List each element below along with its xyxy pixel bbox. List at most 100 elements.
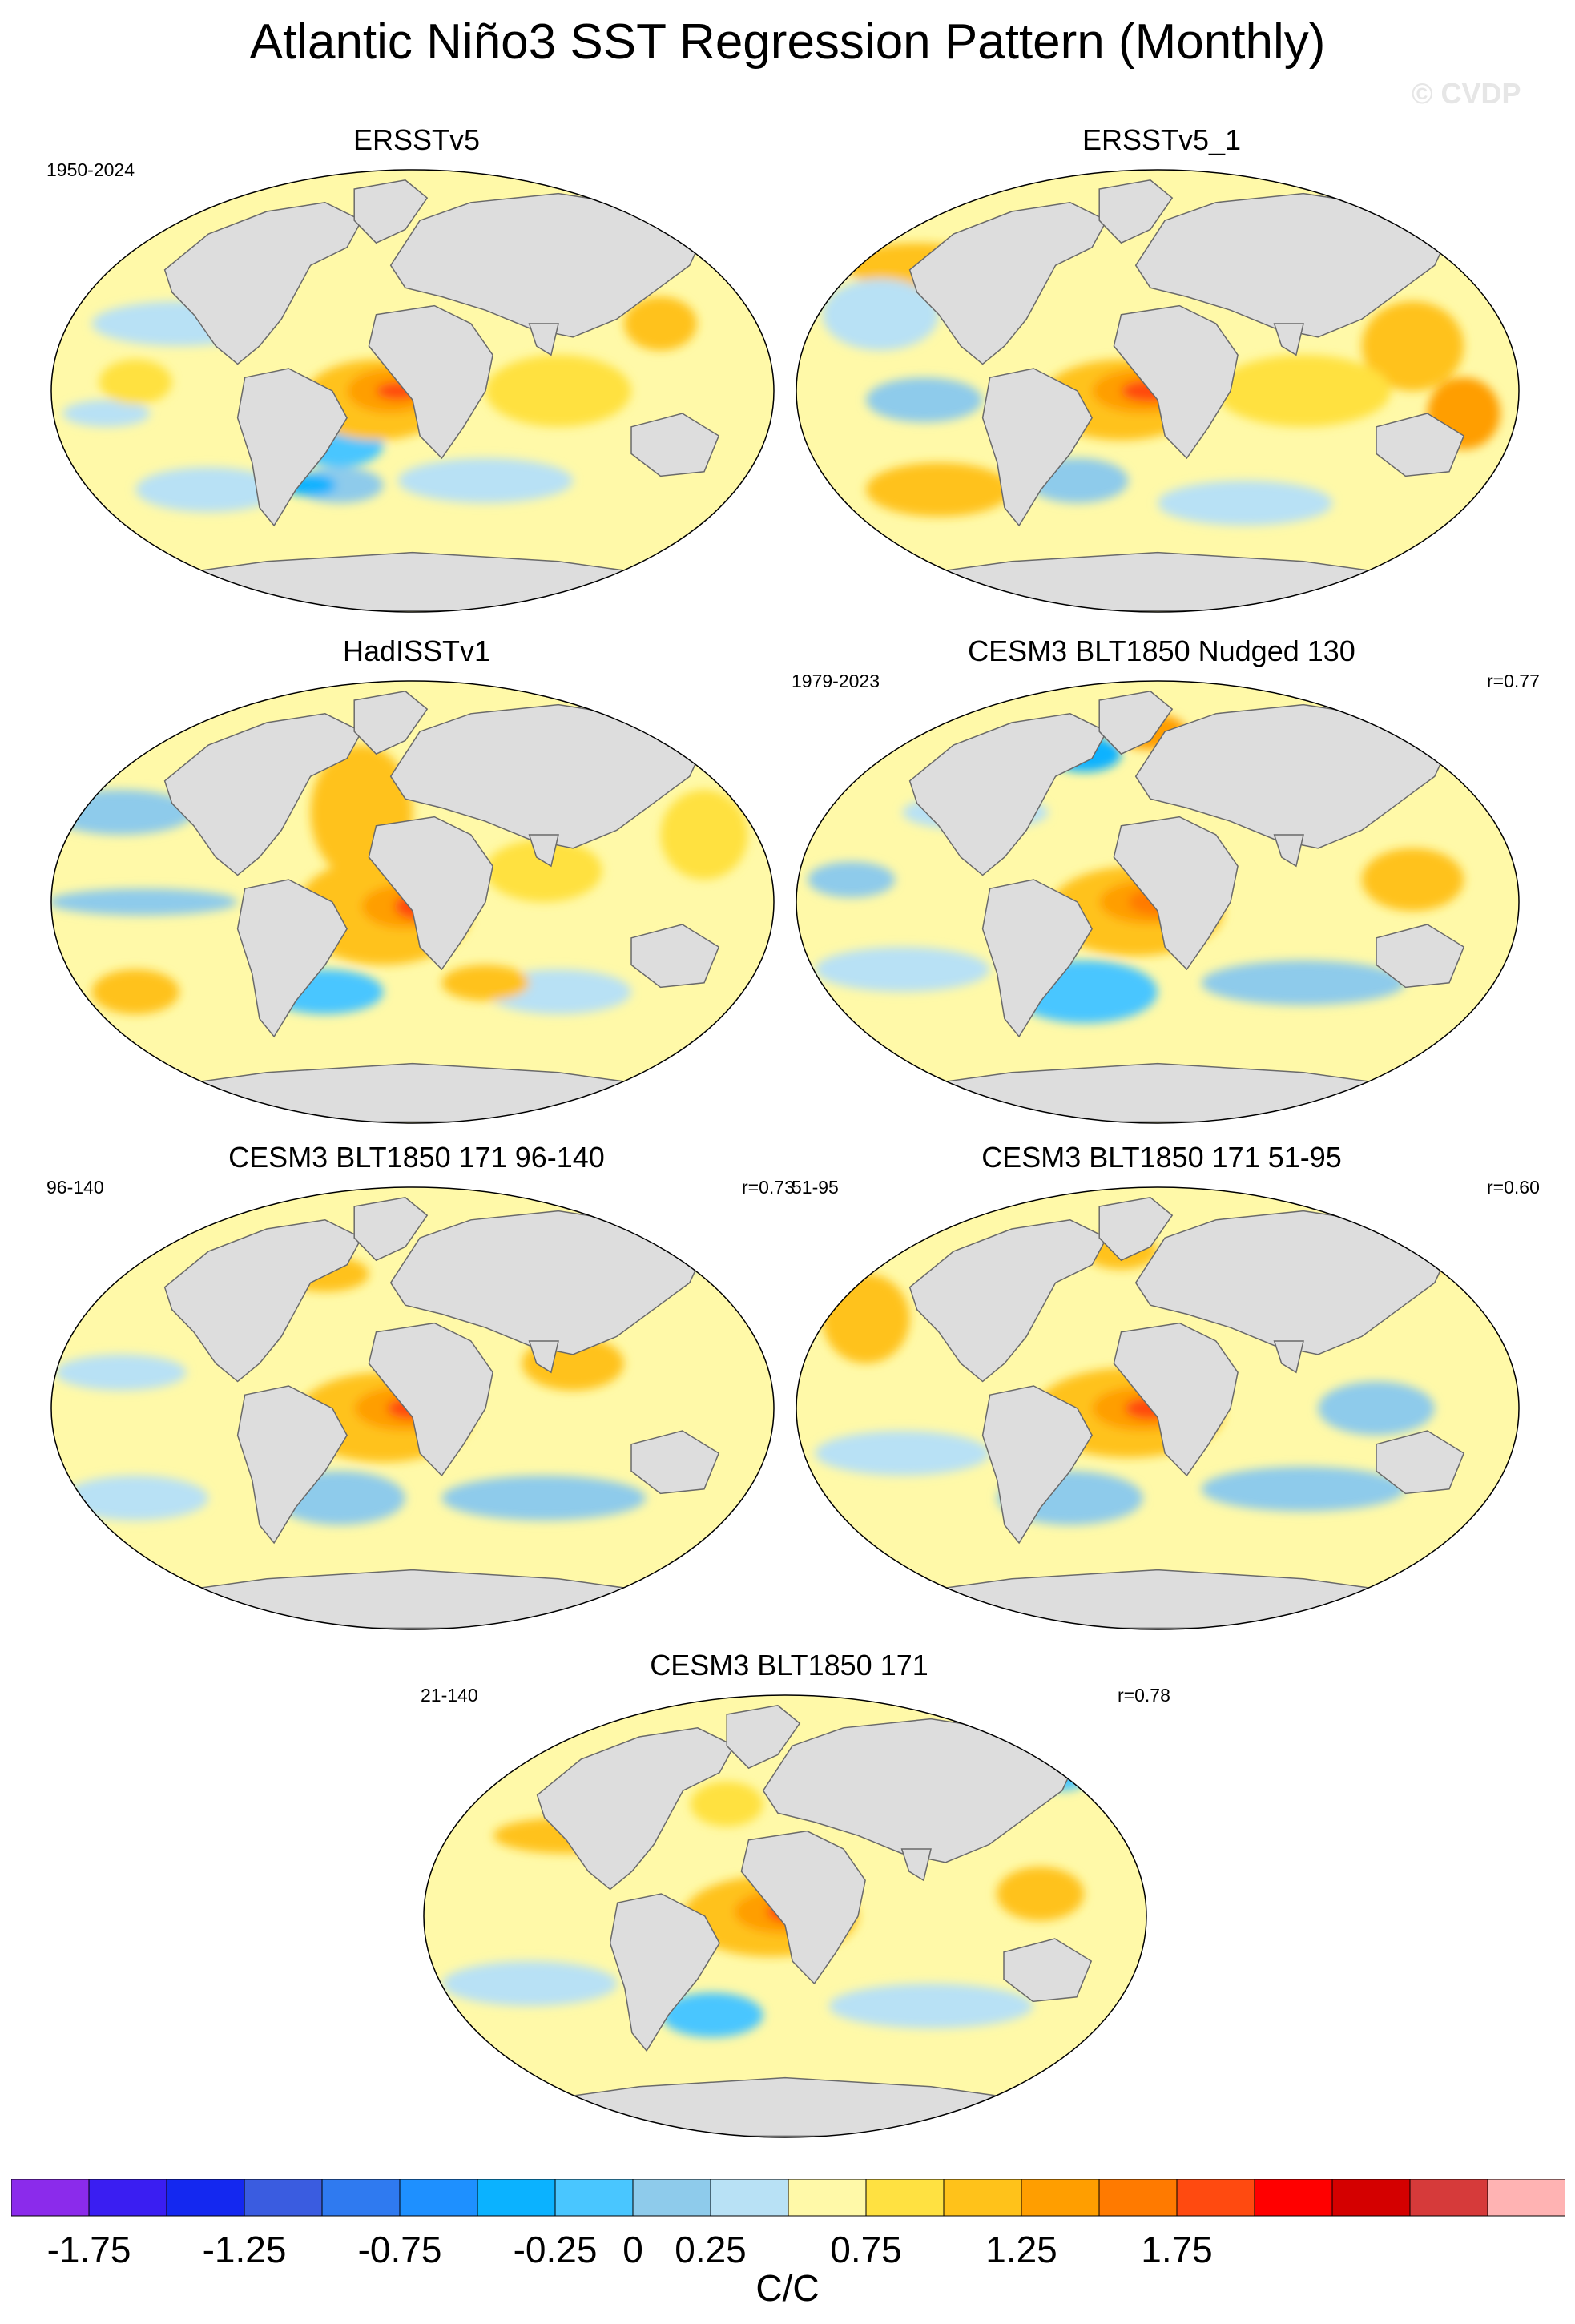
colorbar-swatch [1487, 2179, 1565, 2217]
watermark: © CVDP [1412, 77, 1521, 110]
land-eurasia [389, 1210, 705, 1355]
land-eurasia [1134, 192, 1450, 338]
anomaly-region [135, 467, 282, 513]
sst-regression-map [796, 680, 1520, 1124]
map-border [423, 1694, 1147, 2138]
land-india [900, 1848, 932, 1882]
land-greenland [353, 691, 429, 755]
map-panel-7: CESM3 BLT1850 171 21-140 r=0.78 [421, 1644, 1170, 2138]
colorbar-swatch [321, 2179, 401, 2217]
panel-correlation: r=0.77 [1487, 671, 1540, 691]
land-northAmerica [163, 202, 363, 365]
map-panel-2: ERSSTv5_1 [793, 119, 1530, 613]
anomaly-region [822, 279, 939, 351]
land-southAmerica [236, 879, 348, 1038]
land-eurasia [389, 703, 705, 849]
anomaly-region [62, 400, 151, 427]
colorbar-swatch [788, 2179, 867, 2217]
land-africa [1113, 304, 1239, 460]
anomaly-region [62, 1476, 209, 1520]
colorbar-swatch [166, 2179, 245, 2217]
anomaly-region [441, 1476, 647, 1520]
land-southAmerica [981, 368, 1093, 527]
anomaly-region [1361, 301, 1464, 391]
colorbar-swatch [477, 2179, 556, 2217]
colorbar-tick-label: 0.75 [830, 2229, 902, 2267]
colorbar-tick-label: 1.75 [1141, 2229, 1213, 2267]
colorbar-swatch [244, 2179, 323, 2217]
land-africa [1113, 1322, 1239, 1477]
land-india [1273, 323, 1304, 356]
panel-title: CESM3 BLT1850 171 96-140 [228, 1141, 605, 1174]
land-northAmerica [908, 202, 1108, 365]
map-border [50, 1186, 775, 1630]
anomaly-region [442, 1961, 618, 2006]
map-border [50, 169, 775, 613]
colorbar-swatch [1409, 2179, 1488, 2217]
colorbar-tick-label: -0.25 [514, 2229, 598, 2267]
colorbar-swatch [88, 2179, 167, 2217]
land-greenland [1098, 179, 1174, 244]
anomaly-region [397, 458, 574, 503]
land-eurasia [762, 1718, 1078, 1863]
map-border [796, 1186, 1520, 1630]
anomaly-region [441, 965, 530, 1001]
colorbar-swatch [943, 2179, 1022, 2217]
anomaly-region [1201, 1466, 1406, 1512]
land-africa [368, 304, 493, 460]
land-greenland [353, 179, 429, 244]
colorbar-swatch [632, 2179, 711, 2217]
land-eurasia [1134, 1210, 1450, 1355]
anomaly-region [623, 296, 697, 351]
land-africa [368, 816, 493, 971]
map-panel-3: HadISSTv1 [48, 630, 785, 1124]
panel-years: 21-140 [421, 1685, 478, 1706]
anomaly-region [822, 1274, 910, 1363]
land-india [528, 323, 559, 356]
land-australia [630, 924, 720, 989]
map-panel-6: CESM3 BLT1850 171 51-95 51-95 r=0.60 [792, 1136, 1540, 1630]
anomaly-region [1215, 355, 1392, 427]
land-southAmerica [236, 368, 348, 527]
sst-regression-map [796, 1186, 1520, 1630]
colorbar-tick-label: -0.75 [358, 2229, 442, 2267]
anomaly-region [99, 359, 172, 405]
panel-correlation: r=0.73 [742, 1177, 795, 1198]
panel-title: CESM3 BLT1850 171 [650, 1649, 928, 1682]
sst-regression-map [50, 680, 775, 1124]
sst-regression-map [796, 169, 1520, 613]
panel-title: ERSSTv5 [352, 123, 481, 156]
land-greenland [726, 1705, 801, 1770]
anomaly-region [55, 1354, 187, 1391]
colorbar-swatch [1176, 2179, 1255, 2217]
land-australia [1376, 1430, 1465, 1495]
colorbar-swatch [1021, 2179, 1100, 2217]
colorbar-tick-label: 0.25 [675, 2229, 747, 2267]
land-india [1273, 1340, 1304, 1374]
panel-title: CESM3 BLT1850 171 51-95 [981, 1141, 1342, 1174]
panel-title: HadISSTv1 [342, 634, 491, 667]
land-northAmerica [908, 1219, 1108, 1383]
anomaly-region [1158, 481, 1333, 526]
map-panel-4: CESM3 BLT1850 Nudged 130 1979-2023 r=0.77 [792, 630, 1540, 1124]
anomaly-region [485, 355, 631, 427]
land-northAmerica [908, 713, 1108, 876]
colorbar-swatch [865, 2179, 945, 2217]
land-africa [1113, 816, 1239, 971]
sst-regression-map [50, 1186, 775, 1630]
map-border [50, 680, 775, 1124]
land-northAmerica [536, 1727, 735, 1891]
colorbar-swatch [399, 2179, 478, 2217]
anomaly-region [996, 1867, 1085, 1921]
map-panel-5: CESM3 BLT1850 171 96-140 96-140 r=0.73 [46, 1136, 795, 1630]
anomaly-region [866, 462, 1012, 517]
colorbar-tick-label: -1.75 [47, 2229, 131, 2267]
sst-regression-map [423, 1694, 1147, 2138]
land-greenland [1098, 1197, 1174, 1262]
anomaly-region [815, 1431, 990, 1476]
map-border [796, 680, 1520, 1124]
panel-years: 1979-2023 [792, 671, 880, 691]
land-australia [630, 413, 720, 477]
land-southAmerica [236, 1385, 348, 1545]
land-eurasia [1134, 703, 1450, 849]
